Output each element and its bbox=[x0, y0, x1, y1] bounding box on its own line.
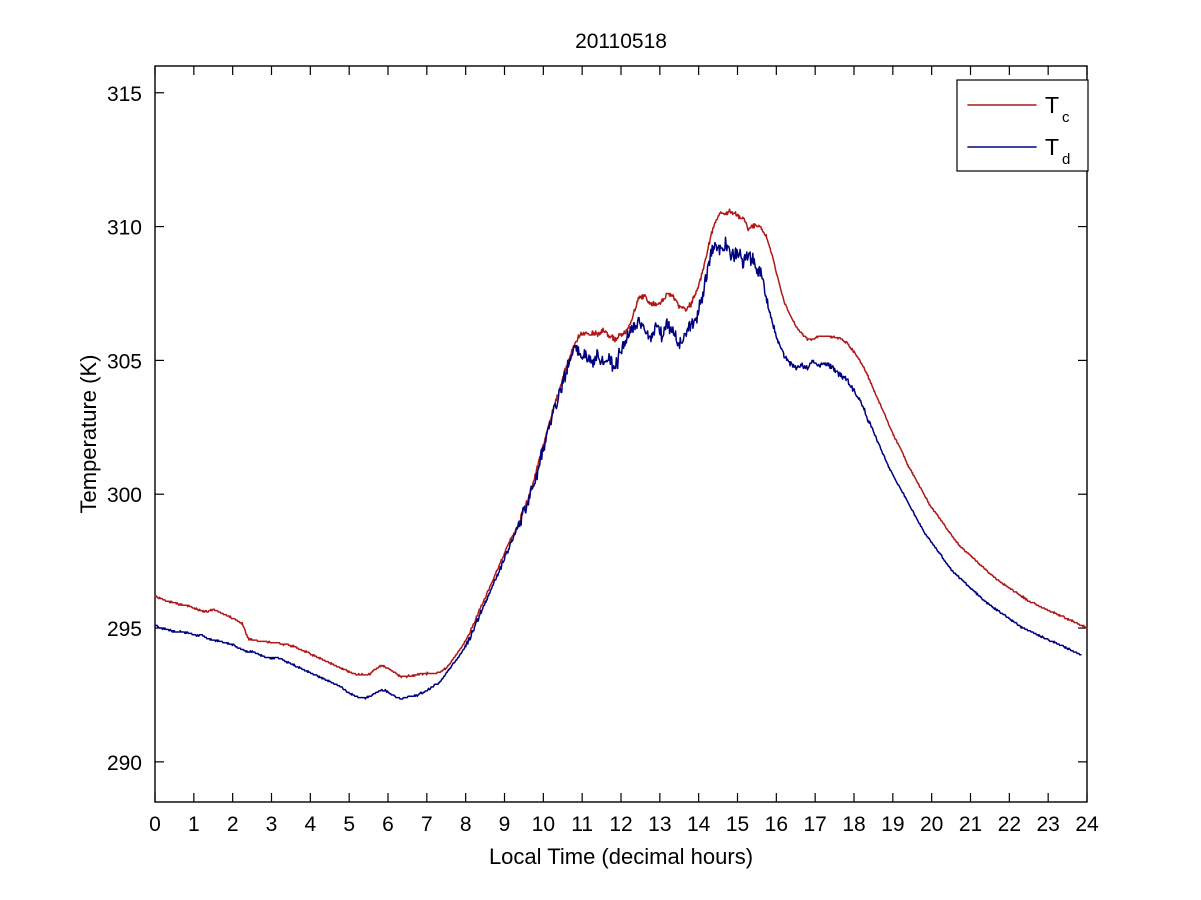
x-tick-label-2: 2 bbox=[227, 813, 239, 836]
x-tick-label-21: 21 bbox=[959, 813, 982, 836]
legend-sublabel-T_d[interactable]: d bbox=[1062, 151, 1070, 168]
x-tick-label-15: 15 bbox=[726, 813, 749, 836]
x-tick-label-4: 4 bbox=[304, 813, 316, 836]
legend-sublabel-T_c[interactable]: c bbox=[1062, 109, 1070, 126]
series-line-T_c bbox=[154, 208, 1088, 679]
chart-title: 20110518 bbox=[575, 30, 667, 53]
y-tick-label-315: 315 bbox=[107, 83, 142, 106]
x-tick-label-11: 11 bbox=[571, 813, 593, 836]
x-tick-label-8: 8 bbox=[460, 813, 472, 836]
x-axis-title: Local Time (decimal hours) bbox=[489, 844, 753, 869]
legend-label-T_d[interactable]: T bbox=[1045, 134, 1059, 160]
y-tick-label-305: 305 bbox=[107, 350, 142, 373]
x-tick-label-9: 9 bbox=[499, 813, 511, 836]
legend-box bbox=[956, 79, 1089, 172]
x-tick-label-18: 18 bbox=[842, 813, 865, 836]
x-tick-label-14: 14 bbox=[687, 813, 711, 836]
x-tick-label-12: 12 bbox=[609, 813, 632, 836]
x-tick-label-5: 5 bbox=[343, 813, 355, 836]
x-tick-label-0: 0 bbox=[149, 813, 161, 836]
y-axis-title: Temperature (K) bbox=[76, 355, 101, 514]
y-tick-label-300: 300 bbox=[107, 484, 142, 507]
x-tick-label-17: 17 bbox=[803, 813, 826, 836]
x-tick-label-23: 23 bbox=[1036, 813, 1059, 836]
x-tick-label-6: 6 bbox=[382, 813, 394, 836]
x-tick-label-13: 13 bbox=[648, 813, 671, 836]
x-tick-label-10: 10 bbox=[532, 813, 555, 836]
x-tick-label-19: 19 bbox=[881, 813, 904, 836]
legend-label-T_c[interactable]: T bbox=[1045, 92, 1059, 118]
x-tick-label-3: 3 bbox=[266, 813, 278, 836]
x-tick-label-24: 24 bbox=[1075, 813, 1099, 836]
x-tick-label-1: 1 bbox=[188, 813, 200, 836]
series-line-T_d bbox=[154, 236, 1082, 700]
x-tick-label-22: 22 bbox=[998, 813, 1021, 836]
y-tick-label-290: 290 bbox=[107, 752, 142, 775]
y-tick-label-295: 295 bbox=[107, 618, 142, 641]
x-tick-label-20: 20 bbox=[920, 813, 943, 836]
x-tick-label-7: 7 bbox=[421, 813, 433, 836]
x-tick-label-16: 16 bbox=[765, 813, 788, 836]
y-tick-label-310: 310 bbox=[107, 217, 142, 240]
plot-frame bbox=[154, 65, 1088, 803]
